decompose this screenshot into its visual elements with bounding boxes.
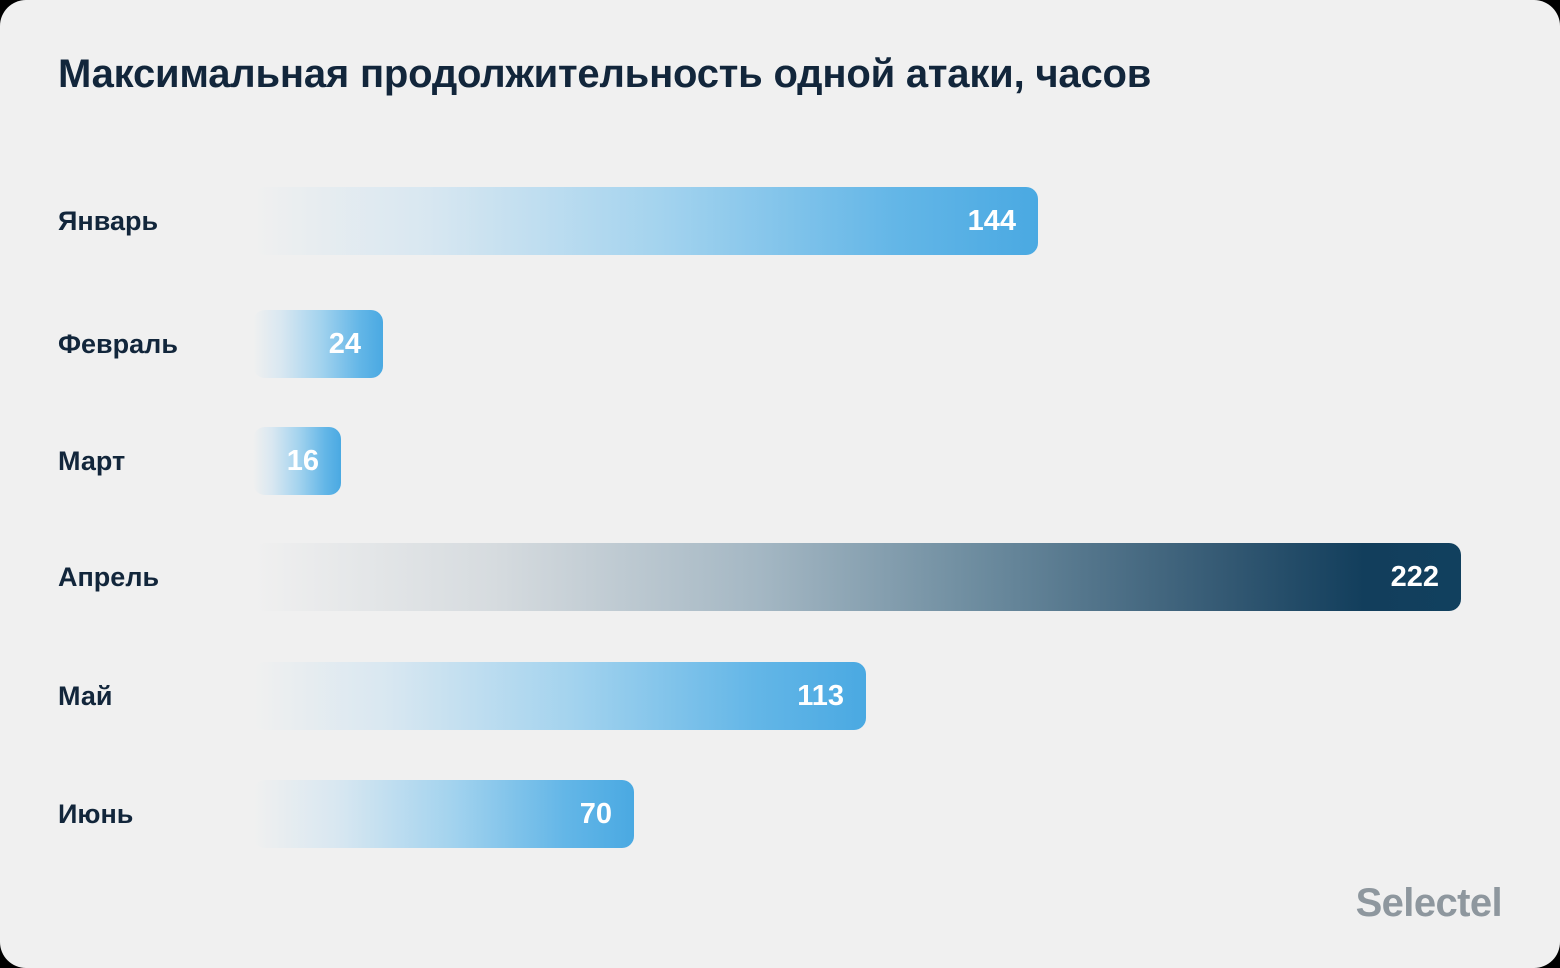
bar-value-label: 70: [579, 798, 612, 830]
bar-row: Январь 144: [0, 187, 1560, 255]
bar-category-label: Январь: [58, 206, 159, 236]
bar-fill[interactable]: 70: [253, 780, 634, 848]
bar-value-label: 222: [1390, 561, 1439, 593]
bar-row: Март 16: [0, 427, 1560, 495]
bar-category-label: Апрель: [58, 562, 160, 592]
bar-row: Февраль 24: [0, 310, 1560, 378]
bar-track: 113: [253, 662, 866, 730]
bar-value-label: 113: [797, 680, 844, 712]
bar-track: 70: [253, 780, 634, 848]
bar-value-label: 144: [967, 205, 1016, 237]
bar-row: Июнь 70: [0, 780, 1560, 848]
bar-category-label: Февраль: [58, 329, 178, 359]
bar-fill[interactable]: 16: [253, 427, 341, 495]
bar-track: 144: [253, 187, 1038, 255]
page-title: Максимальная продолжительность одной ата…: [58, 52, 1152, 96]
bar-category-label: Март: [58, 446, 126, 476]
bar-fill[interactable]: 113: [253, 662, 866, 730]
bar-fill[interactable]: 144: [253, 187, 1038, 255]
bar-fill[interactable]: 222: [253, 543, 1461, 611]
bar-category-label: Июнь: [58, 799, 134, 829]
bar-fill[interactable]: 24: [253, 310, 383, 378]
bar-track: 16: [253, 427, 341, 495]
selectel-logo: Selectel: [1355, 881, 1503, 925]
bar-value-label: 24: [328, 328, 361, 360]
bar-track: 222: [253, 543, 1461, 611]
bar-row: Май 113: [0, 662, 1560, 730]
bar-chart-plot-area: Январь 144 Февраль 24 Март 16: [0, 168, 1560, 868]
bar-track: 24: [253, 310, 383, 378]
bar-value-label: 16: [286, 445, 319, 477]
bar-category-label: Май: [58, 681, 113, 711]
bar-row: Апрель 222: [0, 543, 1560, 611]
